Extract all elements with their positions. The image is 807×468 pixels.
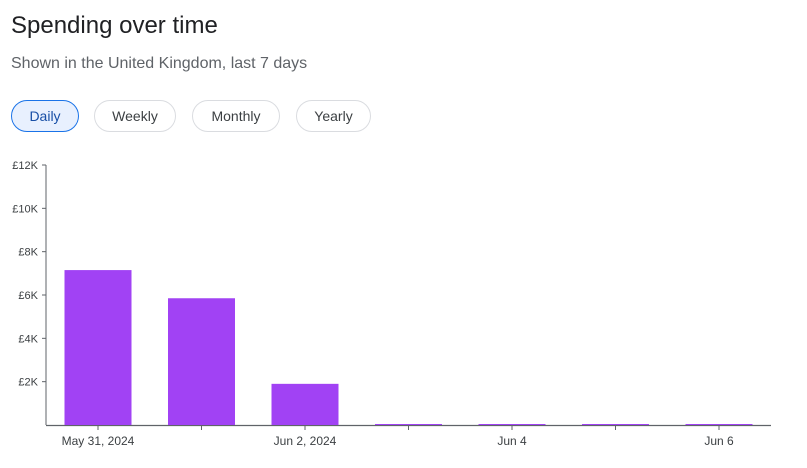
spending-bar-chart: £2K £4K £6K £8K £10K £12K May 31, 2024 Jun 2, … [12, 160, 771, 448]
bar[interactable] [582, 424, 649, 425]
bar[interactable] [478, 424, 546, 425]
bar[interactable] [271, 383, 339, 425]
y-tick-label: £2K [18, 377, 38, 389]
bar[interactable] [168, 298, 235, 425]
y-tick-label: £6K [18, 290, 38, 302]
bar[interactable] [685, 424, 753, 425]
x-axis: May 31, 2024 Jun 2, 2024 Jun 4 Jun 6 [46, 424, 771, 448]
bars [64, 270, 753, 425]
y-tick-label: £12K [12, 160, 38, 172]
tab-yearly[interactable]: Yearly [296, 100, 371, 132]
tab-daily[interactable]: Daily [11, 100, 79, 132]
tab-monthly[interactable]: Monthly [192, 100, 280, 132]
page-subtitle: Shown in the United Kingdom, last 7 days [11, 55, 308, 72]
y-axis: £2K £4K £6K £8K £10K £12K [12, 160, 47, 425]
y-tick-label: £8K [18, 247, 38, 259]
x-tick-label: Jun 6 [704, 434, 734, 448]
x-tick-label: Jun 2, 2024 [274, 434, 337, 448]
y-tick-label: £10K [12, 203, 38, 215]
x-tick-label: May 31, 2024 [62, 434, 135, 448]
y-tick-label: £4K [18, 333, 38, 345]
x-tick-label: Jun 4 [497, 434, 527, 448]
page-title: Spending over time [11, 12, 218, 39]
tab-weekly[interactable]: Weekly [94, 100, 176, 132]
bar[interactable] [375, 424, 442, 425]
bar[interactable] [64, 270, 132, 425]
